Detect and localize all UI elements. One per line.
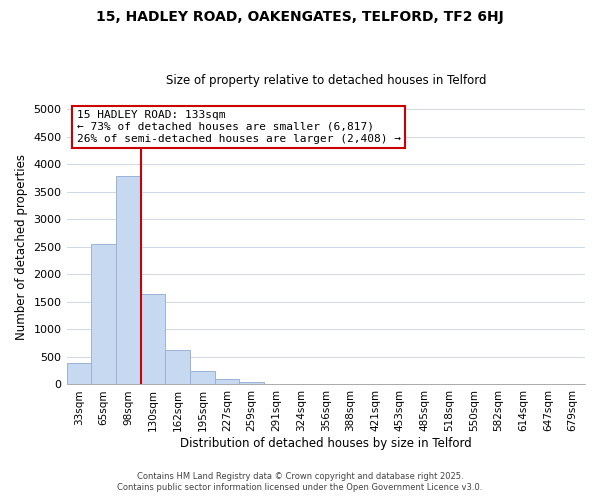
- Text: Contains HM Land Registry data © Crown copyright and database right 2025.
Contai: Contains HM Land Registry data © Crown c…: [118, 472, 482, 492]
- Bar: [116, 176, 140, 384]
- Bar: [67, 363, 91, 384]
- Title: Size of property relative to detached houses in Telford: Size of property relative to detached ho…: [166, 74, 486, 87]
- Bar: [91, 244, 116, 384]
- Text: 15 HADLEY ROAD: 133sqm
← 73% of detached houses are smaller (6,817)
26% of semi-: 15 HADLEY ROAD: 133sqm ← 73% of detached…: [77, 110, 401, 144]
- Bar: [190, 371, 215, 384]
- Text: 15, HADLEY ROAD, OAKENGATES, TELFORD, TF2 6HJ: 15, HADLEY ROAD, OAKENGATES, TELFORD, TF…: [96, 10, 504, 24]
- Y-axis label: Number of detached properties: Number of detached properties: [15, 154, 28, 340]
- Bar: [239, 382, 264, 384]
- Bar: [215, 379, 239, 384]
- X-axis label: Distribution of detached houses by size in Telford: Distribution of detached houses by size …: [180, 437, 472, 450]
- Bar: [165, 350, 190, 384]
- Bar: [140, 294, 165, 384]
